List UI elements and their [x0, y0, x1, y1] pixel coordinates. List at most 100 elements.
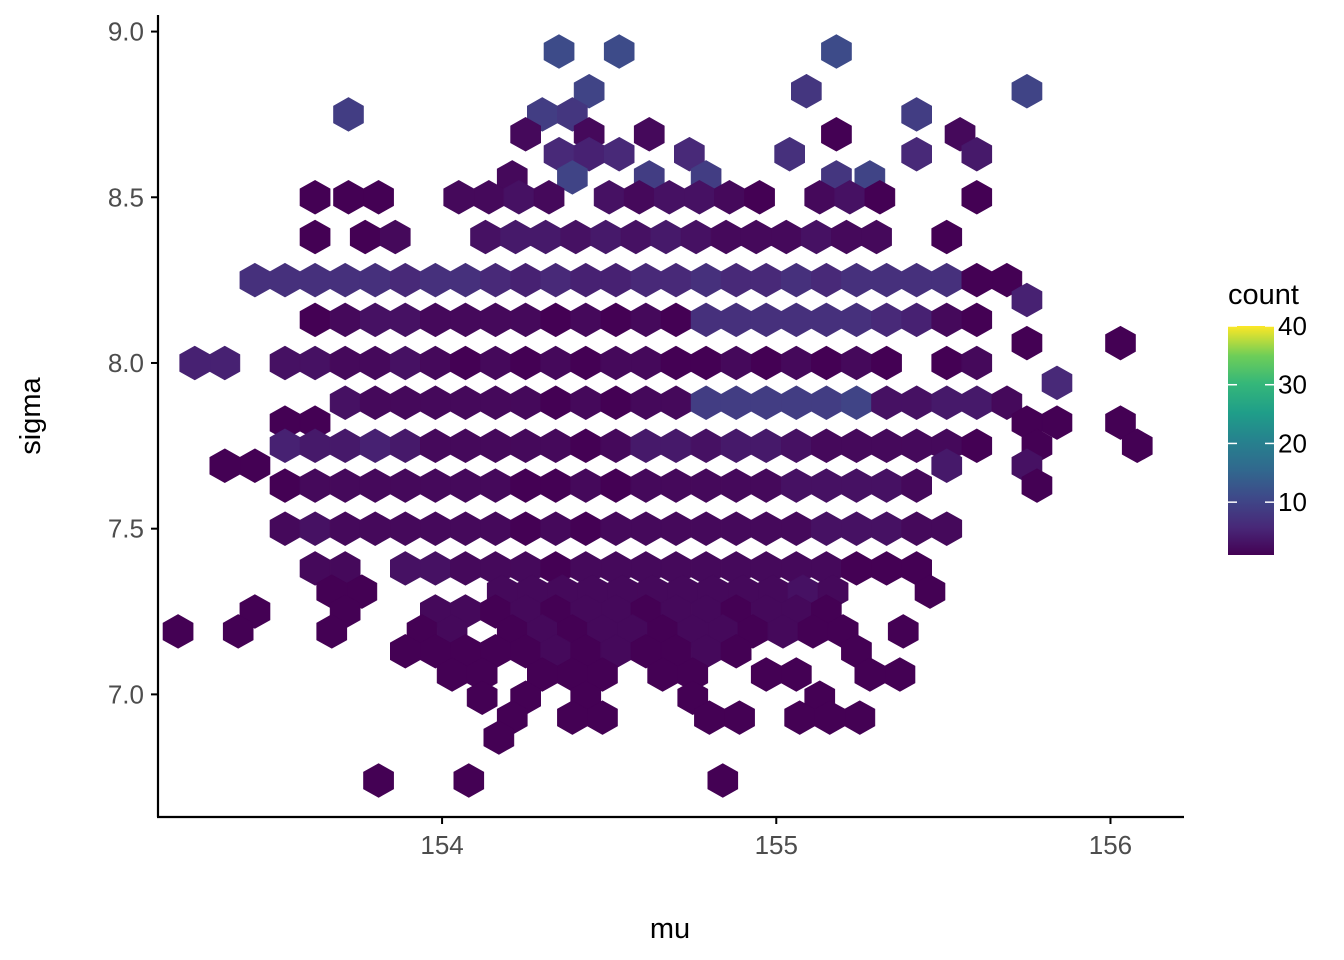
hexbin-cell [389, 511, 421, 546]
hexbin-cell [419, 428, 451, 464]
hexbin-cell [901, 428, 933, 464]
hexbin-cell [901, 468, 933, 503]
hexbin-cell [720, 428, 752, 464]
hexbin-cell [419, 385, 451, 420]
hexbin-cell [480, 385, 511, 420]
hexbin-cell [864, 180, 896, 215]
hexbin-cell [630, 345, 662, 381]
hexbin-cell [359, 302, 391, 338]
hexbin-cell [720, 634, 752, 669]
hexbin-cell [540, 385, 572, 420]
hexbin-cell [720, 385, 752, 420]
hexbin-cell [841, 551, 872, 586]
hexbin-cell [470, 219, 501, 255]
hexbin-cell [540, 262, 572, 298]
hexbin-cell [871, 428, 902, 464]
hexbin-cell [299, 180, 331, 215]
hexbin-cell [480, 302, 511, 338]
hexbin-cell [540, 302, 572, 338]
hexbin-cell [660, 302, 692, 338]
hexbin-cell [560, 219, 592, 255]
hexbin-cell [510, 385, 542, 420]
hexbin-cell [419, 511, 451, 546]
hexbin-cell [780, 302, 812, 338]
hexbin-cell [724, 700, 755, 735]
hexbin-cell [800, 219, 832, 255]
legend-tick-label: 40 [1278, 311, 1307, 341]
hexbin-cell [540, 345, 572, 381]
hexbin-cell [871, 302, 902, 338]
hexbin-cell [630, 511, 662, 546]
hexbin-cell [871, 385, 902, 420]
hexbin-cell [480, 428, 511, 464]
hexbin-cell [650, 219, 682, 255]
hexbin-cell [179, 345, 211, 381]
hexbin-cell [901, 385, 933, 420]
hexbin-cell [389, 428, 421, 464]
hexbin-cell [961, 180, 993, 215]
hexbin-cell [359, 428, 391, 464]
hexbin-cell [991, 262, 1023, 298]
hexbin-cell [844, 700, 876, 735]
hexbin-cell [780, 385, 812, 420]
hexbin-cell [450, 511, 481, 546]
legend-tick-label: 30 [1278, 370, 1307, 400]
hexbin-cell [533, 180, 565, 215]
hexbin-cell [961, 428, 993, 464]
hexbin-cell [780, 657, 812, 692]
hexbin-cell [603, 34, 635, 69]
hexbin-cell [861, 219, 892, 255]
hexbin-cell [359, 511, 391, 546]
hexbin-cell [510, 428, 542, 464]
hexbin-cell [630, 385, 662, 420]
hexbin-cell [570, 262, 602, 298]
hexbin-cell [500, 219, 531, 255]
hexbin-cell [774, 136, 806, 172]
legend-tick-label: 20 [1278, 428, 1307, 458]
hexbin-cell [841, 302, 872, 338]
hexbin-cell [1105, 405, 1136, 440]
hexbin-cell [780, 345, 812, 381]
hexbin-cell [633, 117, 665, 152]
hexbin-cell [811, 511, 842, 546]
y-tick-label: 9.0 [108, 17, 144, 47]
hexbin-cell [811, 468, 842, 503]
hexbin-cell [1105, 325, 1136, 361]
hexbin-cell [570, 428, 602, 464]
hexbin-cell [660, 428, 692, 464]
hexbin-cell [363, 180, 394, 215]
hexbin-cell [630, 428, 662, 464]
hexbin-cell [690, 385, 722, 420]
hexbin-cell [744, 180, 775, 215]
hexbin-cell [333, 180, 364, 215]
hexbin-cell [480, 262, 511, 298]
hexbin-cell [359, 385, 391, 420]
hexbin-cell [790, 73, 822, 109]
hexbin-cell [660, 385, 692, 420]
hexbin-cell [660, 345, 692, 381]
hexbin-cell [680, 219, 712, 255]
hexbin-cell [570, 468, 602, 503]
hexbin-cell [620, 219, 652, 255]
hexbin-cell [443, 180, 475, 215]
hexbin-cell [379, 219, 411, 255]
hexbin-cell [269, 468, 301, 503]
legend-tick-label: 10 [1278, 487, 1307, 517]
hexbin-cell [991, 385, 1023, 420]
hexbin-cell [480, 345, 511, 381]
hexbin-cell [931, 511, 963, 546]
hexbin-cell [316, 614, 348, 649]
hexbin-cell [269, 428, 301, 464]
hexbin-cell [359, 468, 391, 503]
hexbin-cell [821, 117, 852, 152]
hexbin-cell [570, 385, 602, 420]
hexbin-cell [530, 219, 562, 255]
hexbin-cell [871, 262, 902, 298]
hexbin-cell [720, 262, 752, 298]
hexbin-cell [480, 468, 511, 503]
y-tick-label: 7.5 [108, 514, 144, 544]
hexbin-cell [329, 302, 361, 338]
hexbin-cell [557, 160, 588, 195]
hexbin-cell [363, 763, 394, 798]
hexbin-cell [720, 302, 752, 338]
